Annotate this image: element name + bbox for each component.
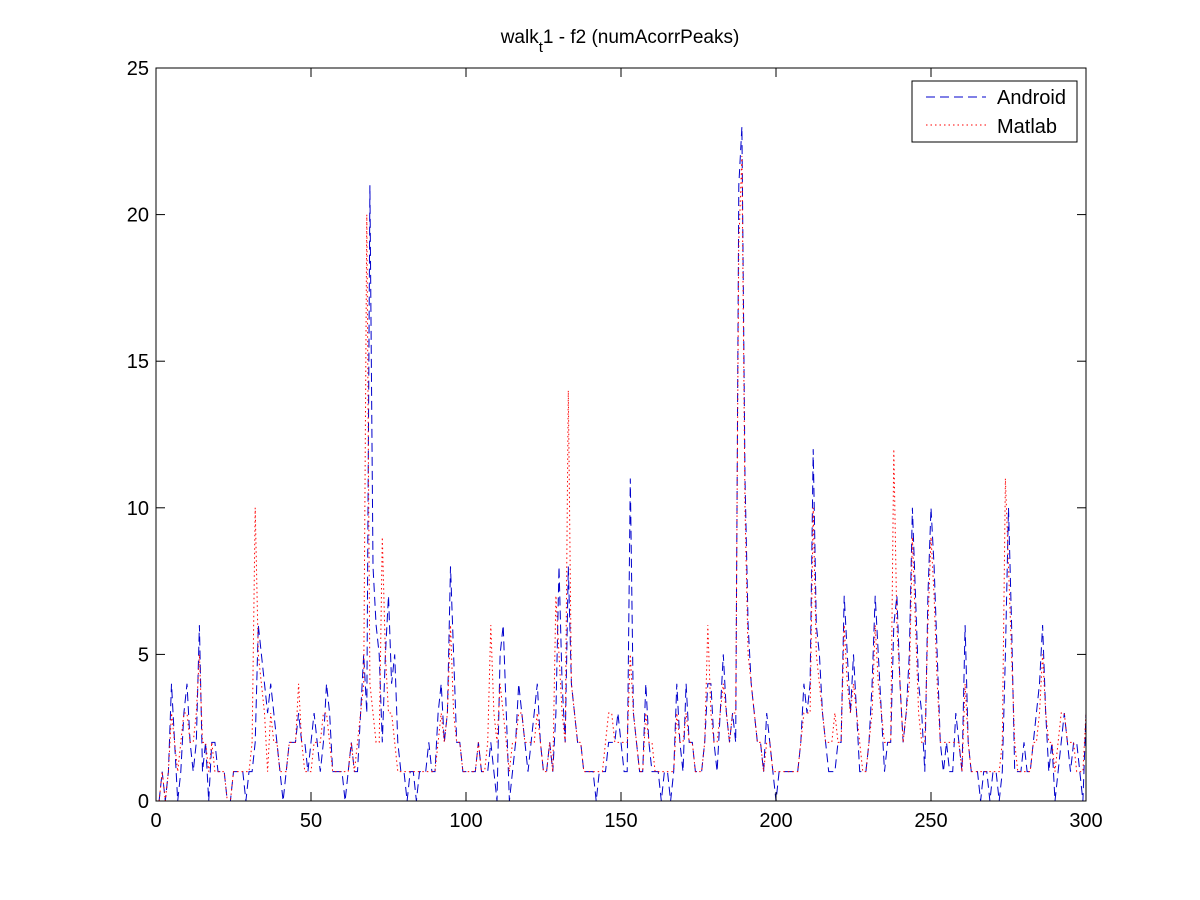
legend-label-matlab: Matlab xyxy=(997,116,1057,138)
legend: Android Matlab xyxy=(911,80,1078,143)
x-tick-label: 150 xyxy=(604,810,637,832)
series-line-android xyxy=(158,126,1086,801)
x-tick-label: 300 xyxy=(1069,810,1102,832)
legend-box xyxy=(911,80,1078,143)
x-tick-label: 250 xyxy=(914,810,947,832)
series-layer xyxy=(158,126,1086,801)
plot-area xyxy=(156,68,1086,801)
x-tick-label: 100 xyxy=(449,810,482,832)
x-tick-label: 50 xyxy=(300,810,322,832)
x-tick-label: 200 xyxy=(759,810,792,832)
tick-layer: 0 50 100 150 200 250 300 0 5 10 15 20 25 xyxy=(127,58,1103,832)
y-tick-label: 25 xyxy=(127,58,149,80)
y-tick-label: 5 xyxy=(138,644,149,666)
legend-label-android: Android xyxy=(997,87,1066,109)
y-tick-label: 0 xyxy=(138,791,149,813)
chart-title: walkt1 - f2 (numAcorrPeaks) xyxy=(500,27,740,56)
x-tick-label: 0 xyxy=(150,810,161,832)
y-tick-label: 15 xyxy=(127,351,149,373)
y-tick-label: 10 xyxy=(127,498,149,520)
y-tick-label: 20 xyxy=(127,205,149,227)
